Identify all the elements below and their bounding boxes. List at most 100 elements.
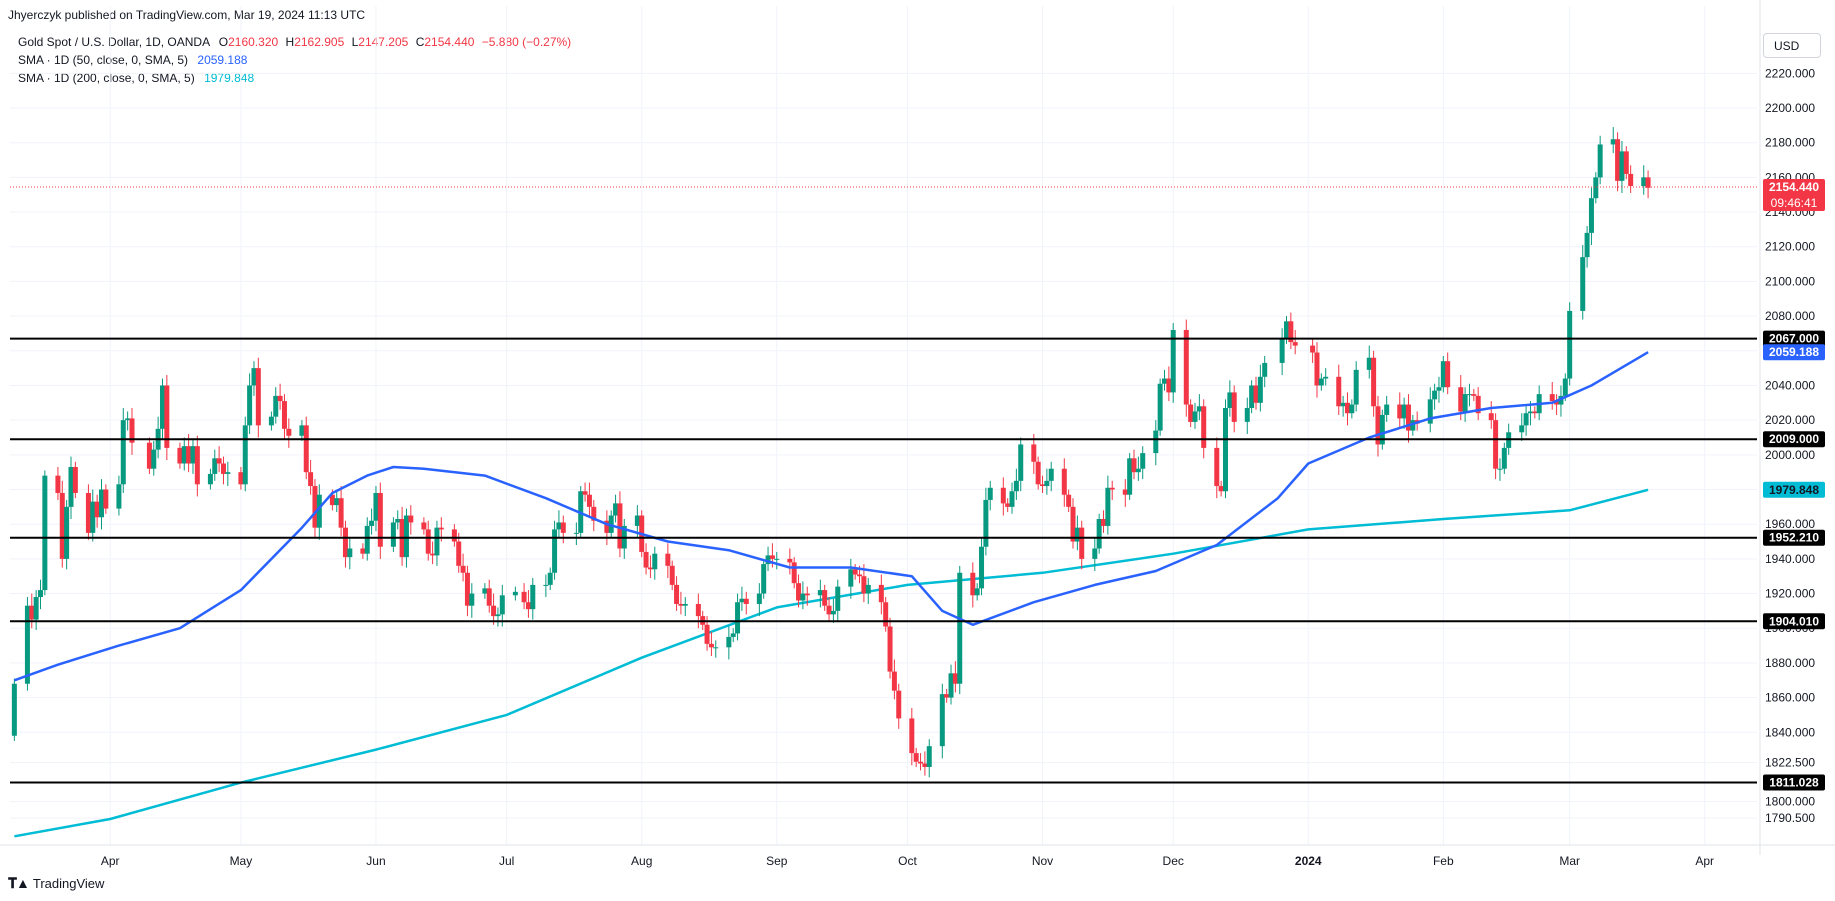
ohlc-low-label: L <box>351 35 359 49</box>
candle-body <box>582 491 588 495</box>
candle-body <box>482 588 488 594</box>
time-tick-label: Aug <box>631 854 652 868</box>
sma50-legend-row[interactable]: SMA · 1D (50, close, 0, SMA, 5) 2059.188 <box>18 51 571 69</box>
candle-body <box>1070 506 1076 542</box>
candle-body <box>460 565 466 573</box>
symbol-title: Gold Spot / U.S. Dollar, 1D, OANDA <box>18 35 210 49</box>
time-tick-label: Apr <box>1695 854 1714 868</box>
sma50-line <box>13 351 1649 682</box>
last-price-label: 2154.440 <box>1769 180 1819 194</box>
candle-body <box>761 564 767 594</box>
sma200-badge-label: 1979.848 <box>1769 483 1819 497</box>
candle-body <box>1201 406 1207 448</box>
candle-body <box>98 489 104 518</box>
candle-body <box>1214 447 1220 487</box>
candle-body <box>207 473 213 485</box>
candle-body <box>1318 378 1324 386</box>
candle-body <box>826 605 832 615</box>
candle-body <box>647 567 653 570</box>
candle-body <box>909 718 915 754</box>
candle-body <box>395 518 401 523</box>
candle-body <box>1567 310 1573 379</box>
sma200-legend-row[interactable]: SMA · 1D (200, close, 0, SMA, 5) 1979.84… <box>18 69 571 87</box>
candle-body <box>1427 399 1433 424</box>
candle-body <box>665 553 671 566</box>
candle-body <box>1292 342 1298 346</box>
candle-body <box>521 591 527 603</box>
candle-body <box>939 694 945 747</box>
candle-body <box>913 753 919 762</box>
candle-body <box>1183 329 1189 405</box>
candle-body <box>1397 404 1403 419</box>
price-tick-label: 2200.000 <box>1765 101 1815 115</box>
candle-body <box>1262 362 1268 377</box>
candle-body <box>347 548 353 558</box>
candle-body <box>360 548 366 554</box>
candle-body <box>1493 420 1499 469</box>
candle-body <box>1436 387 1442 391</box>
candle-body <box>181 446 187 464</box>
candle-body <box>303 425 309 473</box>
candle-body <box>1462 394 1468 412</box>
candle-body <box>1523 413 1529 426</box>
candle-body <box>1101 518 1107 526</box>
candle-body <box>979 546 985 589</box>
candle-body <box>1257 376 1263 403</box>
candle-body <box>281 401 287 429</box>
candle-body <box>887 626 893 672</box>
candle-body <box>1314 352 1320 386</box>
candle-body <box>1488 413 1494 421</box>
candle-body <box>948 673 954 698</box>
candle-body <box>822 590 828 606</box>
candle-body <box>177 447 183 464</box>
level-badge-label: 1904.010 <box>1769 614 1819 628</box>
candle-body <box>1497 468 1503 470</box>
candle-body <box>1532 411 1538 414</box>
candle-body <box>1353 369 1359 405</box>
candle-body <box>1375 406 1381 445</box>
candle-body <box>495 614 501 617</box>
tradingview-logo[interactable]: 𝐓▲ TradingView <box>8 875 104 892</box>
candle-body <box>342 527 348 558</box>
candle-body <box>756 593 762 604</box>
candle-body <box>726 636 732 648</box>
candle-body <box>891 671 897 691</box>
candle-body <box>617 503 623 549</box>
candle-body <box>1610 139 1616 145</box>
candle-body <box>329 494 335 506</box>
time-axis[interactable]: Apr May Jun Jul Aug Sep Oct Nov Dec 2024 Feb Mar Apr <box>101 854 1714 868</box>
candle-body <box>299 425 305 436</box>
candle-body <box>765 555 771 565</box>
symbol-legend-row[interactable]: Gold Spot / U.S. Dollar, 1D, OANDA O2160… <box>18 33 571 51</box>
candle-body <box>120 420 126 485</box>
candle-body <box>64 506 70 559</box>
candle-body <box>1471 394 1477 396</box>
candle-body <box>255 368 261 426</box>
candle-body <box>547 572 553 585</box>
candle-body <box>1288 321 1294 343</box>
candle-body <box>1009 491 1015 507</box>
candle-body <box>525 602 531 610</box>
candle-body <box>987 487 993 500</box>
candle-body <box>1061 468 1067 495</box>
candle-body <box>277 395 283 402</box>
candle-body <box>835 586 841 611</box>
candle-body <box>42 475 48 591</box>
candle-body <box>743 598 749 604</box>
candle-body <box>652 553 658 570</box>
candle-body <box>739 598 745 603</box>
sma200-line-group <box>14 488 1649 838</box>
countdown-label: 09:46:41 <box>1771 196 1818 210</box>
candlestick-series <box>11 127 1651 778</box>
candle-body <box>560 522 566 533</box>
chart-legend: Gold Spot / U.S. Dollar, 1D, OANDA O2160… <box>18 33 571 87</box>
candle-body <box>103 489 109 509</box>
currency-button[interactable]: USD <box>1763 33 1821 58</box>
candle-body <box>1188 404 1194 422</box>
candle-body <box>151 449 157 469</box>
price-tick-label: 1860.000 <box>1765 691 1815 705</box>
candle-body <box>55 475 61 493</box>
level-badge-label: 2009.000 <box>1769 432 1819 446</box>
ohlc-low-value: 2147.205 <box>358 35 409 49</box>
